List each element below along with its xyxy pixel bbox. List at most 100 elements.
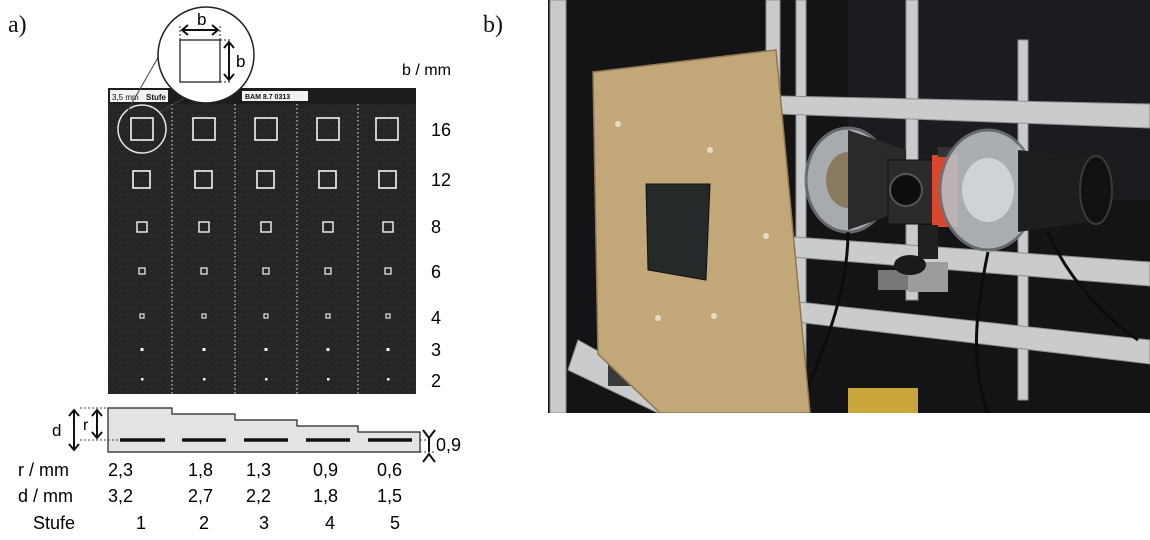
- square-marker: [384, 267, 392, 275]
- table-cell: 0,6: [377, 460, 402, 480]
- square-marker: [254, 117, 278, 141]
- column-dividers: [171, 104, 359, 394]
- parameter-table: r / mm 2,3 1,8 1,3 0,9 0,6 d / mm 3,2 2,…: [18, 460, 402, 533]
- panel-screw: [655, 315, 661, 321]
- zoom-connector: [127, 53, 161, 111]
- thickness-arrow-head: [422, 429, 436, 440]
- table-cell: 3,2: [108, 486, 133, 506]
- table-cell: 4: [325, 513, 335, 533]
- square-marker: [201, 313, 207, 319]
- panel-screw: [763, 233, 769, 239]
- floor-mat: [848, 388, 918, 413]
- b-value: 6: [431, 262, 441, 282]
- b-value: 8: [431, 217, 441, 237]
- row-label: Stufe: [33, 513, 75, 533]
- dot-marker: [140, 348, 144, 351]
- cable: [975, 251, 990, 413]
- square-marker: [139, 313, 145, 319]
- table-cell: 1: [136, 513, 146, 533]
- b-value: 4: [431, 308, 441, 328]
- width-arrow-head: [180, 24, 189, 36]
- table-cell: 2: [199, 513, 209, 533]
- zoom-label-width: b: [197, 10, 206, 29]
- panel-screws: [615, 121, 769, 321]
- dot-marker: [265, 378, 268, 381]
- square-marker: [318, 170, 337, 189]
- lamp-body: [1018, 150, 1096, 232]
- table-cell: 2,2: [246, 486, 271, 506]
- dot-marker: [327, 378, 330, 381]
- test-plate-diagram: 3,5 mm Stufe BAM 8.7 0313: [18, 6, 461, 533]
- square-marker: [130, 117, 154, 141]
- camera-lens: [889, 173, 923, 207]
- plate-id: BAM 8.7 0313: [245, 94, 290, 101]
- square-marker: [262, 267, 270, 275]
- square-marker: [194, 170, 213, 189]
- zoom-square: [179, 39, 221, 83]
- square-marker: [132, 170, 151, 189]
- dot-marker: [202, 348, 206, 351]
- square-marker: [375, 117, 399, 141]
- table-cell: 3: [259, 513, 269, 533]
- camera-knob: [894, 255, 926, 275]
- table-cell: 1,3: [246, 460, 271, 480]
- square-marker: [192, 117, 216, 141]
- b-value-column: 16 12 8 6 4 3 2: [431, 120, 451, 391]
- b-axis-label: b / mm: [402, 62, 451, 79]
- table-cell: 1,5: [377, 486, 402, 506]
- plate-header-left: 3,5 mm: [112, 93, 139, 102]
- experimental-setup-photo: [548, 0, 1150, 413]
- frame-post: [549, 0, 567, 413]
- width-arrow-head: [211, 24, 220, 36]
- square-marker: [316, 117, 340, 141]
- table-cell: 2,7: [188, 486, 213, 506]
- d-label: d: [52, 421, 61, 440]
- square-marker: [378, 170, 397, 189]
- dot-marker: [203, 378, 206, 381]
- dot-marker: [141, 378, 144, 381]
- dot-marker-grid: [140, 348, 390, 381]
- dot-marker: [387, 378, 390, 381]
- plate-header-stufe: Stufe: [146, 93, 167, 102]
- square-marker: [200, 267, 208, 275]
- square-marker: [322, 221, 334, 233]
- dot-marker: [326, 348, 330, 351]
- square-marker: [256, 170, 275, 189]
- panel-a-label: a): [8, 12, 27, 38]
- square-marker-grid: [130, 117, 399, 319]
- right-lamp: [938, 128, 1113, 252]
- step-profile: [107, 407, 421, 453]
- highlight-circle: [117, 104, 167, 154]
- b-value: 12: [431, 170, 451, 190]
- d-arrow-head: [68, 443, 80, 452]
- sample-square: [645, 183, 711, 281]
- plate-id-box: [242, 91, 308, 101]
- row-label: r / mm: [18, 460, 69, 480]
- r-arrow-head: [91, 431, 103, 440]
- height-arrow-head: [223, 40, 235, 49]
- b-value: 2: [431, 371, 441, 391]
- square-marker: [324, 267, 332, 275]
- table-cell: 2,3: [108, 460, 133, 480]
- row-label: d / mm: [18, 486, 73, 506]
- panel-screw: [615, 121, 621, 127]
- test-plate: [108, 88, 416, 394]
- square-marker: [260, 221, 272, 233]
- thickness-label: 0,9: [436, 435, 461, 455]
- camera-mount: [918, 225, 938, 259]
- square-marker: [382, 221, 394, 233]
- cable: [1046, 231, 1139, 342]
- b-value: 16: [431, 120, 451, 140]
- lamp-cap: [1079, 155, 1113, 225]
- camera-connector: [938, 147, 952, 157]
- lamp-inner: [962, 158, 1014, 222]
- r-arrow-head: [91, 408, 103, 417]
- square-marker: [198, 221, 210, 233]
- b-value: 3: [431, 340, 441, 360]
- dot-marker: [386, 348, 390, 351]
- table-cell: 1,8: [188, 460, 213, 480]
- table-cell: 5: [390, 513, 400, 533]
- rail-clamp: [878, 270, 908, 290]
- square-marker: [385, 313, 391, 319]
- height-arrow-head: [223, 73, 235, 82]
